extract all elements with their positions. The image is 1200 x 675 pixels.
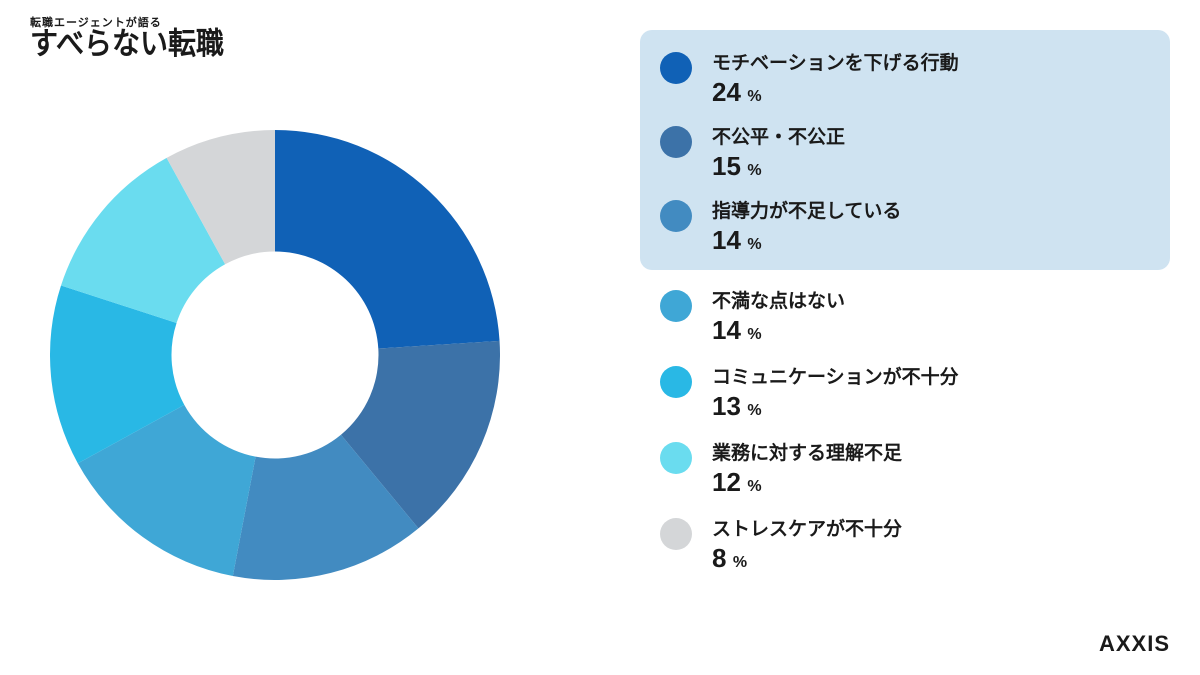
legend-percent-sign: %	[743, 326, 762, 343]
legend-label: 不満な点はない	[712, 286, 1170, 313]
donut-slice-0	[275, 130, 500, 349]
legend-value: 15 %	[712, 151, 1150, 182]
legend-label: ストレスケアが不十分	[712, 514, 1170, 541]
legend-item: ストレスケアが不十分8 %	[660, 514, 1170, 574]
legend-item: モチベーションを下げる行動24 %	[660, 48, 1150, 108]
legend-item: 不公平・不公正15 %	[660, 122, 1150, 182]
legend-highlight-box: モチベーションを下げる行動24 % 不公平・不公正15 % 指導力が不足している14…	[640, 30, 1170, 270]
legend-swatch	[660, 200, 692, 232]
chart-legend: モチベーションを下げる行動24 %不公平・不公正15 %指導力が不足している14…	[640, 30, 1170, 590]
legend-value: 12 %	[712, 467, 1170, 498]
legend-percent-sign: %	[743, 402, 762, 419]
legend-item: 業務に対する理解不足12 %	[660, 438, 1170, 498]
legend-label: コミュニケーションが不十分	[712, 362, 1170, 389]
legend-text: コミュニケーションが不十分13 %	[712, 362, 1170, 422]
legend-label: 指導力が不足している	[712, 196, 1150, 223]
legend-text: モチベーションを下げる行動24 %	[712, 48, 1150, 108]
legend-percent-sign: %	[728, 554, 747, 571]
legend-text: ストレスケアが不十分8 %	[712, 514, 1170, 574]
legend-item: 指導力が不足している14 %	[660, 196, 1150, 256]
legend-value: 14 %	[712, 315, 1170, 346]
logo-title: すべらない転職	[30, 28, 224, 60]
legend-swatch	[660, 126, 692, 158]
footer-brand: AXXIS	[1099, 631, 1170, 657]
legend-swatch	[660, 366, 692, 398]
legend-text: 業務に対する理解不足12 %	[712, 438, 1170, 498]
legend-percent-sign: %	[743, 236, 762, 253]
brand-logo: 転職エージェントが語る すべらない転職	[30, 18, 224, 59]
legend-swatch	[660, 290, 692, 322]
legend-value: 14 %	[712, 225, 1150, 256]
legend-swatch	[660, 52, 692, 84]
legend-text: 不公平・不公正15 %	[712, 122, 1150, 182]
legend-label: 業務に対する理解不足	[712, 438, 1170, 465]
legend-percent-sign: %	[743, 162, 762, 179]
legend-text: 指導力が不足している14 %	[712, 196, 1150, 256]
legend-value: 13 %	[712, 391, 1170, 422]
legend-item: コミュニケーションが不十分13 %	[660, 362, 1170, 422]
legend-item: 不満な点はない14 %	[660, 286, 1170, 346]
legend-value: 8 %	[712, 543, 1170, 574]
legend-remaining: 不満な点はない14 % コミュニケーションが不十分13 % 業務に対する理解不足12…	[640, 286, 1170, 574]
legend-text: 不満な点はない14 %	[712, 286, 1170, 346]
legend-label: 不公平・不公正	[712, 122, 1150, 149]
legend-swatch	[660, 518, 692, 550]
legend-percent-sign: %	[743, 478, 762, 495]
donut-chart	[50, 130, 500, 580]
legend-label: モチベーションを下げる行動	[712, 48, 1150, 75]
legend-value: 24 %	[712, 77, 1150, 108]
legend-swatch	[660, 442, 692, 474]
legend-percent-sign: %	[743, 88, 762, 105]
